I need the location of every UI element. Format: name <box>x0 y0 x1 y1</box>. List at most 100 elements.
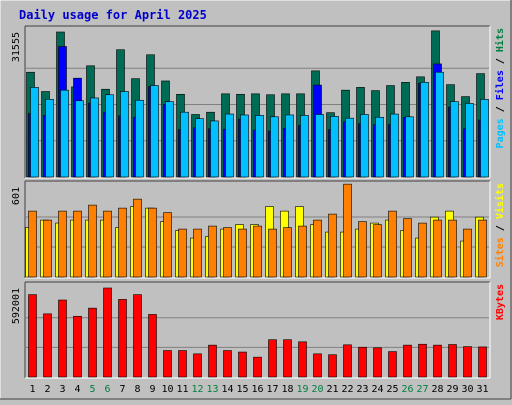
panel-hits-side-label: Pages / Files / Hits <box>494 28 506 148</box>
bar-sites-sites-day-11 <box>178 228 187 278</box>
bar-hits-pages-day-16 <box>255 115 264 178</box>
bar-sites-sites-day-12 <box>193 228 202 278</box>
x-tick-label-day-6: 6 <box>104 384 110 395</box>
panel-hits-ymax-label: 31555 <box>11 32 22 62</box>
bar-kbytes-kbytes-day-28 <box>433 344 442 378</box>
bar-hits-pages-day-10 <box>165 101 174 178</box>
x-tick-label-day-29: 29 <box>446 384 458 395</box>
x-tick-label-day-30: 30 <box>461 384 473 395</box>
bar-hits-pages-day-28 <box>435 71 444 178</box>
bar-hits-pages-day-18 <box>285 114 294 178</box>
bar-hits-pages-day-8 <box>135 99 144 178</box>
panel-hits-side-label-part-1: / <box>495 100 506 118</box>
x-tick-label-day-2: 2 <box>44 384 50 395</box>
panel-hits-side-label-part-3: / <box>495 52 506 70</box>
bar-sites-sites-day-21 <box>328 213 337 278</box>
bar-kbytes-kbytes-day-7 <box>118 299 127 378</box>
bar-hits-pages-day-30 <box>465 103 474 178</box>
panel-hits-side-label-part-4: Hits <box>494 28 506 52</box>
bar-hits-pages-day-17 <box>270 116 279 178</box>
x-tick-label-day-7: 7 <box>119 384 125 395</box>
bar-sites-sites-day-30 <box>463 228 472 278</box>
bar-kbytes-kbytes-day-18 <box>283 339 292 378</box>
bar-sites-sites-day-31 <box>478 219 487 278</box>
x-tick-label-day-27: 27 <box>416 384 428 395</box>
bar-kbytes-kbytes-day-11 <box>178 350 187 378</box>
bar-hits-pages-day-5 <box>90 97 99 178</box>
bar-sites-sites-day-15 <box>238 228 247 278</box>
x-tick-label-day-19: 19 <box>296 384 308 395</box>
bar-kbytes-kbytes-day-5 <box>88 307 97 378</box>
bar-sites-sites-day-16 <box>253 225 262 278</box>
bar-kbytes-kbytes-day-23 <box>358 346 367 378</box>
x-tick-label-day-25: 25 <box>386 384 398 395</box>
bar-sites-sites-day-18 <box>283 227 292 278</box>
x-tick-label-day-8: 8 <box>134 384 140 395</box>
x-tick-label-day-20: 20 <box>311 384 323 395</box>
bar-kbytes-kbytes-day-4 <box>73 315 82 378</box>
bar-hits-pages-day-25 <box>390 113 399 178</box>
bar-kbytes-kbytes-day-27 <box>418 343 427 378</box>
x-tick-label-day-15: 15 <box>236 384 248 395</box>
bar-kbytes-kbytes-day-24 <box>373 347 382 378</box>
bar-kbytes-kbytes-day-3 <box>58 299 67 378</box>
panel-sites-side-label-part-1: / <box>495 219 506 237</box>
x-tick-label-day-5: 5 <box>89 384 95 395</box>
bar-hits-pages-day-2 <box>45 99 54 178</box>
bar-hits-pages-day-9 <box>150 85 159 178</box>
bar-kbytes-kbytes-day-2 <box>43 313 52 378</box>
bar-sites-sites-day-7 <box>118 207 127 278</box>
x-tick-label-day-28: 28 <box>431 384 443 395</box>
bar-sites-sites-day-2 <box>43 219 52 278</box>
bar-kbytes-kbytes-day-25 <box>388 351 397 378</box>
bar-kbytes-kbytes-day-29 <box>448 344 457 378</box>
bar-sites-sites-day-4 <box>73 210 82 278</box>
bar-sites-sites-day-19 <box>298 225 307 278</box>
bar-kbytes-kbytes-day-1 <box>28 294 37 378</box>
panel-sites-ymax-label: 601 <box>11 187 22 205</box>
x-tick-label-day-10: 10 <box>161 384 173 395</box>
bar-kbytes-kbytes-day-10 <box>163 350 172 378</box>
x-tick-label-day-31: 31 <box>476 384 488 395</box>
bar-sites-sites-day-14 <box>223 227 232 278</box>
bar-sites-sites-day-9 <box>148 207 157 278</box>
bar-kbytes-kbytes-day-17 <box>268 339 277 378</box>
x-tick-label-day-13: 13 <box>206 384 218 395</box>
bar-sites-sites-day-24 <box>373 224 382 278</box>
panel-kbytes-side-label: KBytes <box>495 284 506 320</box>
bar-kbytes-kbytes-day-14 <box>223 350 232 378</box>
bar-sites-sites-day-1 <box>28 210 37 278</box>
panel-sites-side-label: Sites / Visits <box>494 183 506 267</box>
panel-hits-side-label-part-0: Pages <box>495 118 506 148</box>
bar-sites-sites-day-10 <box>163 212 172 278</box>
x-tick-label-day-24: 24 <box>371 384 383 395</box>
bar-kbytes-kbytes-day-30 <box>463 346 472 378</box>
bar-hits-pages-day-11 <box>180 111 189 178</box>
bar-hits-pages-day-4 <box>75 100 84 178</box>
bar-hits-pages-day-27 <box>420 82 429 178</box>
bar-kbytes-kbytes-day-6 <box>103 287 112 378</box>
bar-sites-sites-day-26 <box>403 218 412 278</box>
bar-kbytes-kbytes-day-26 <box>403 344 412 378</box>
x-tick-label-day-22: 22 <box>341 384 353 395</box>
bar-hits-pages-day-23 <box>360 114 369 178</box>
x-tick-label-day-3: 3 <box>59 384 65 395</box>
bar-kbytes-kbytes-day-20 <box>313 353 322 378</box>
bar-kbytes-kbytes-day-19 <box>298 341 307 378</box>
bar-kbytes-kbytes-day-9 <box>148 314 157 378</box>
bar-hits-pages-day-15 <box>240 114 249 178</box>
x-tick-label-day-23: 23 <box>356 384 368 395</box>
bar-hits-pages-day-14 <box>225 113 234 178</box>
bar-kbytes-kbytes-day-15 <box>238 351 247 378</box>
bar-kbytes-kbytes-day-13 <box>208 344 217 378</box>
x-tick-label-day-1: 1 <box>29 384 35 395</box>
bar-kbytes-kbytes-day-22 <box>343 344 352 378</box>
bar-sites-sites-day-5 <box>88 204 97 278</box>
bar-sites-sites-day-3 <box>58 210 67 278</box>
bar-kbytes-kbytes-day-21 <box>328 354 337 378</box>
x-tick-label-day-4: 4 <box>74 384 80 395</box>
chart-title: Daily usage for April 2025 <box>19 8 207 22</box>
bar-hits-pages-day-26 <box>405 116 414 178</box>
x-tick-label-day-21: 21 <box>326 384 338 395</box>
